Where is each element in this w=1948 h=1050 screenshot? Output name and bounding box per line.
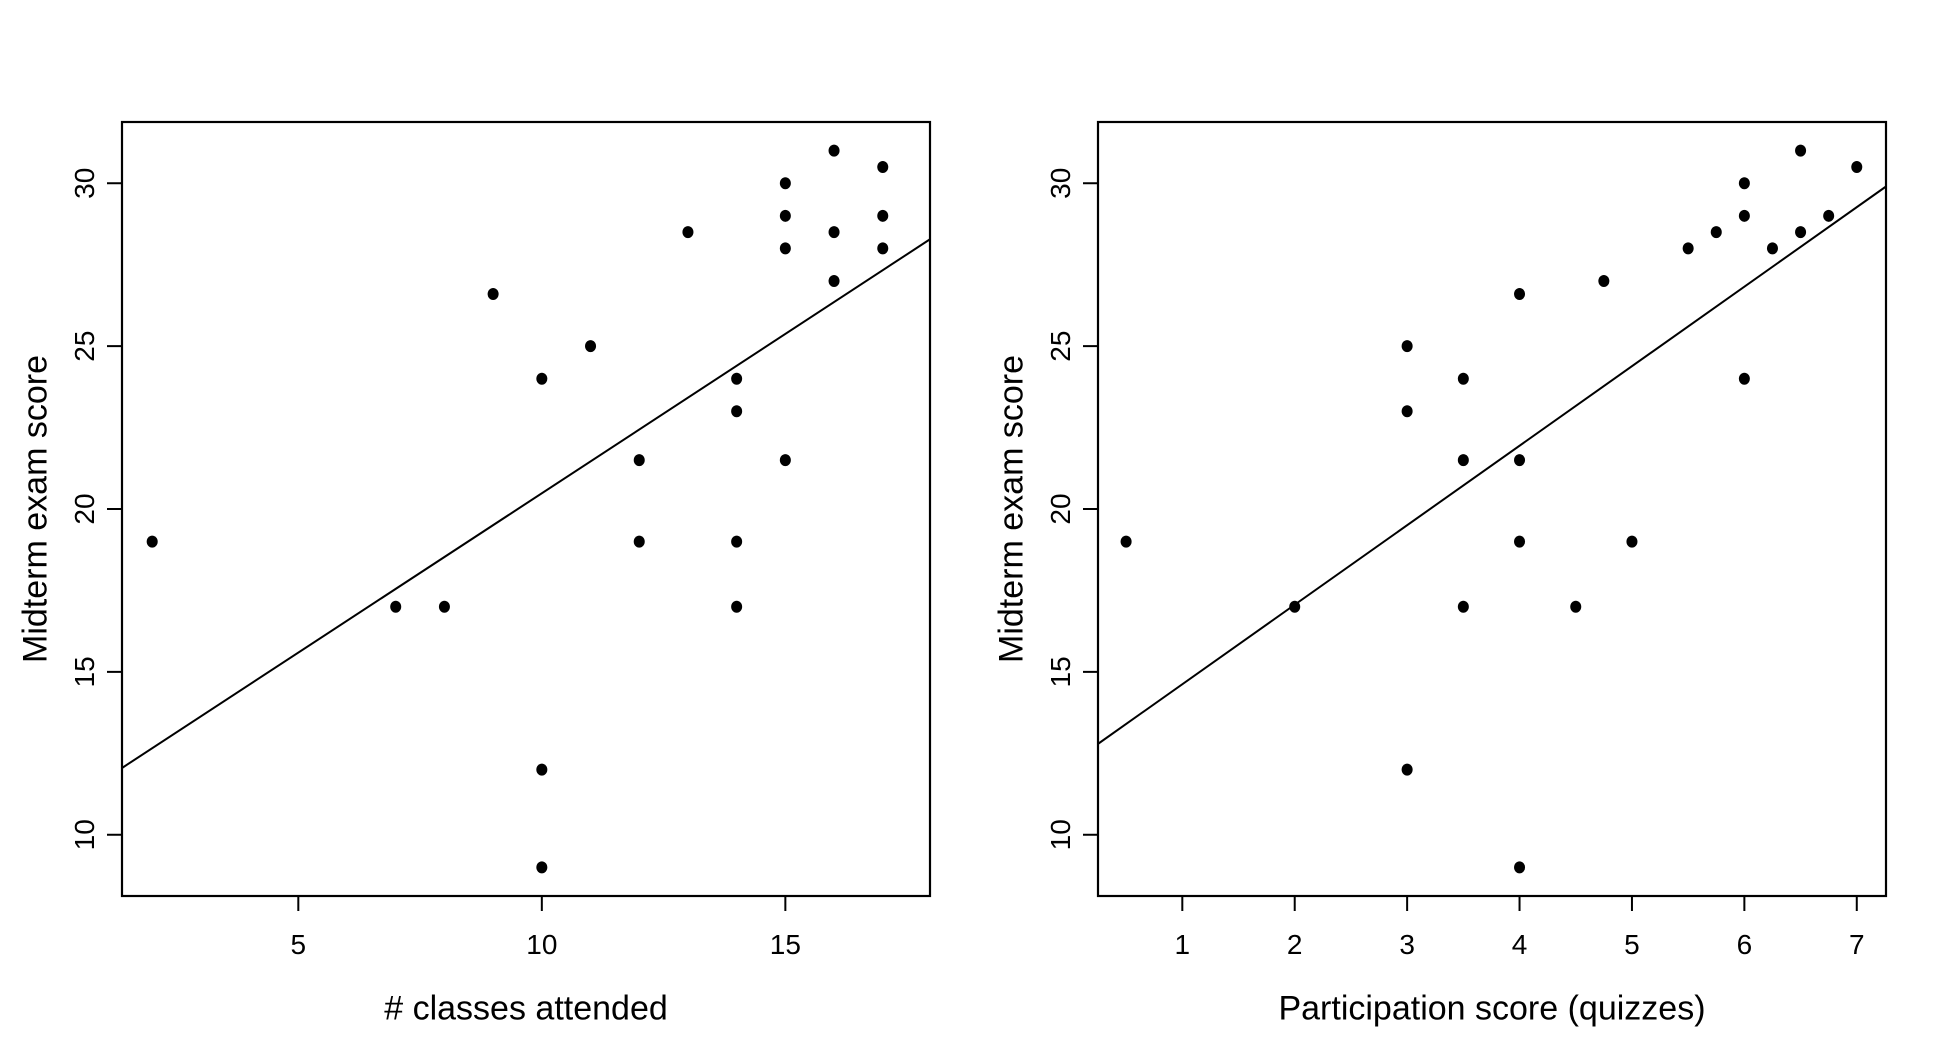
data-point bbox=[1457, 372, 1469, 385]
data-point bbox=[438, 600, 450, 613]
data-point bbox=[779, 209, 791, 222]
data-point bbox=[682, 226, 694, 239]
x-axis-title-right: Participation score (quizzes) bbox=[1278, 989, 1706, 1028]
data-point bbox=[731, 535, 743, 548]
data-point bbox=[633, 454, 645, 467]
y-tick-label: 20 bbox=[69, 493, 100, 524]
y-tick-label: 30 bbox=[69, 168, 100, 199]
data-point bbox=[877, 160, 889, 173]
y-tick-label: 10 bbox=[1045, 819, 1076, 850]
data-point bbox=[828, 144, 840, 157]
data-point bbox=[1795, 144, 1807, 157]
data-point bbox=[536, 372, 548, 385]
data-point bbox=[1851, 160, 1863, 173]
data-point bbox=[1570, 600, 1582, 613]
data-point bbox=[731, 600, 743, 613]
x-tick-label: 5 bbox=[1624, 929, 1640, 960]
data-point bbox=[1738, 177, 1750, 190]
plot-box bbox=[120, 120, 932, 898]
data-point bbox=[877, 242, 889, 255]
data-point bbox=[779, 177, 791, 190]
y-tick-label: 15 bbox=[1045, 656, 1076, 687]
data-point bbox=[1766, 242, 1778, 255]
data-point bbox=[1682, 242, 1694, 255]
data-point bbox=[1823, 209, 1835, 222]
data-point bbox=[1514, 288, 1526, 300]
data-point bbox=[146, 535, 158, 548]
data-point bbox=[1401, 340, 1413, 353]
x-tick-label: 2 bbox=[1287, 929, 1303, 960]
data-point bbox=[779, 242, 791, 255]
y-tick-label: 20 bbox=[1045, 493, 1076, 524]
x-tick-label: 15 bbox=[770, 929, 801, 960]
data-point bbox=[1514, 454, 1526, 467]
x-tick-label: 7 bbox=[1849, 929, 1865, 960]
data-point bbox=[633, 535, 645, 548]
regression-line bbox=[121, 238, 931, 769]
data-point bbox=[536, 861, 548, 874]
data-point bbox=[585, 340, 597, 353]
x-tick-label: 3 bbox=[1399, 929, 1415, 960]
x-tick-label: 6 bbox=[1737, 929, 1753, 960]
data-point bbox=[487, 288, 499, 300]
data-point bbox=[1738, 209, 1750, 222]
data-point bbox=[1738, 372, 1750, 385]
data-point bbox=[1795, 226, 1807, 239]
data-point bbox=[1598, 274, 1610, 287]
data-point bbox=[1401, 405, 1413, 418]
y-tick-label: 10 bbox=[69, 819, 100, 850]
y-tick-label: 25 bbox=[69, 331, 100, 362]
data-point bbox=[390, 600, 402, 613]
data-point bbox=[779, 454, 791, 467]
data-point bbox=[1457, 600, 1469, 613]
x-tick-label: 10 bbox=[526, 929, 557, 960]
data-point bbox=[731, 372, 743, 385]
y-tick-label: 30 bbox=[1045, 168, 1076, 199]
x-tick-label: 5 bbox=[291, 929, 307, 960]
x-axis-title-left: # classes attended bbox=[384, 989, 668, 1028]
data-point bbox=[877, 209, 889, 222]
data-point bbox=[1514, 535, 1526, 548]
y-axis-title-right: Midterm exam score bbox=[992, 355, 1031, 663]
data-point bbox=[1401, 763, 1413, 776]
data-point bbox=[1289, 600, 1301, 613]
data-point bbox=[828, 226, 840, 239]
plot-box bbox=[1096, 120, 1888, 898]
x-tick-label: 1 bbox=[1175, 929, 1191, 960]
x-tick-label: 4 bbox=[1512, 929, 1528, 960]
y-tick-label: 25 bbox=[1045, 331, 1076, 362]
data-point bbox=[1457, 454, 1469, 467]
data-point bbox=[536, 763, 548, 776]
data-point bbox=[828, 274, 840, 287]
data-point bbox=[731, 405, 743, 418]
regression-line bbox=[1097, 185, 1887, 745]
data-point bbox=[1120, 535, 1132, 548]
y-tick-label: 15 bbox=[69, 656, 100, 687]
data-point bbox=[1710, 226, 1722, 239]
data-point bbox=[1626, 535, 1638, 548]
data-point bbox=[1514, 861, 1526, 874]
y-axis-title-left: Midterm exam score bbox=[16, 355, 55, 663]
